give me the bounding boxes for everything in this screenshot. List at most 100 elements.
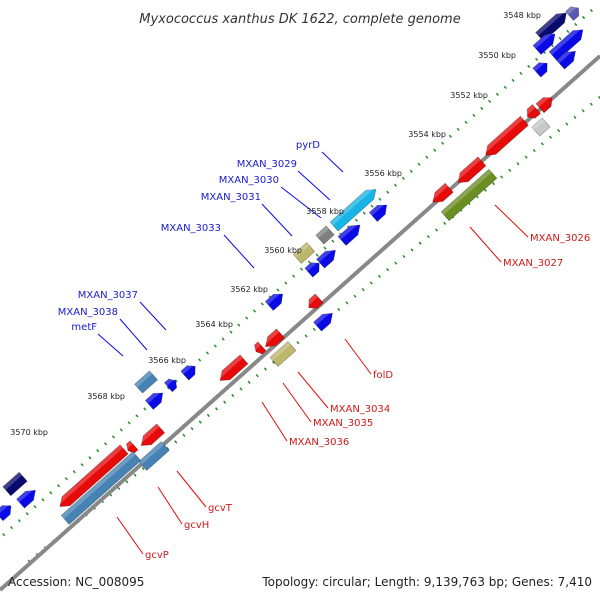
gene-feature[interactable] xyxy=(535,97,553,114)
leader-line xyxy=(223,234,255,269)
gene-feature[interactable] xyxy=(313,312,333,332)
gene-feature[interactable] xyxy=(548,29,584,62)
gene-feature-highlight xyxy=(526,104,536,116)
gene-feature-highlight xyxy=(270,341,291,361)
gene-feature-highlight xyxy=(316,249,335,263)
leader-line xyxy=(261,203,293,237)
gene-feature-highlight xyxy=(431,183,448,201)
gene-feature[interactable] xyxy=(485,115,529,156)
gene-feature[interactable] xyxy=(163,378,178,393)
gene-feature-highlight xyxy=(218,354,243,380)
gene-feature-highlight xyxy=(126,440,133,450)
gene-feature[interactable] xyxy=(59,444,129,507)
gene-feature[interactable] xyxy=(254,341,267,355)
gene-label[interactable]: gcvT xyxy=(208,503,233,514)
leader-line xyxy=(280,186,322,219)
gene-feature[interactable] xyxy=(219,354,249,381)
gene-feature[interactable] xyxy=(134,370,158,394)
gene-feature[interactable] xyxy=(432,182,454,203)
leader-line xyxy=(282,382,312,423)
gene-label[interactable]: MXAN_3033 xyxy=(161,223,221,234)
gene-label[interactable]: metF xyxy=(71,322,97,333)
leader-line xyxy=(494,204,529,238)
leader-line xyxy=(344,338,372,375)
leader-line xyxy=(139,301,167,331)
gene-labels: pyrD MXAN_3029 MXAN_3030 MXAN_3031 MXAN_3033… xyxy=(58,140,591,561)
gene-feature[interactable] xyxy=(126,440,139,454)
leader-line xyxy=(97,333,124,357)
kbp-tick-labels: 3548 kbp 3550 kbp 3552 kbp 3554 kbp 3556 kbp… xyxy=(10,11,541,437)
leader-line xyxy=(116,516,144,555)
topology-text: Topology: circular; Length: 9,139,763 bp… xyxy=(261,575,592,589)
kbp-tick-label: 3556 kbp xyxy=(364,169,402,178)
gene-feature[interactable] xyxy=(2,471,28,497)
gene-feature-highlight xyxy=(2,472,23,490)
kbp-tick-label: 3554 kbp xyxy=(408,130,446,139)
gene-feature[interactable] xyxy=(531,117,551,137)
kbp-tick-label: 3558 kbp xyxy=(306,207,344,216)
gene-feature[interactable] xyxy=(315,225,335,245)
gene-label[interactable]: MXAN_3030 xyxy=(219,175,279,186)
kbp-tick-label: 3550 kbp xyxy=(478,51,516,60)
gene-label[interactable]: pyrD xyxy=(296,140,320,151)
gene-feature[interactable] xyxy=(304,262,320,278)
gene-feature-highlight xyxy=(531,117,545,131)
gene-label[interactable]: MXAN_3037 xyxy=(78,290,138,301)
gene-feature[interactable] xyxy=(532,62,548,78)
gene-feature[interactable] xyxy=(140,423,166,446)
gene-label[interactable]: gcvH xyxy=(184,520,209,531)
gene-feature[interactable] xyxy=(308,293,324,309)
gene-feature-highlight xyxy=(315,225,329,239)
kbp-ruler-lines xyxy=(0,8,600,569)
gene-feature[interactable] xyxy=(457,156,487,183)
leader-line xyxy=(297,170,331,201)
gene-label[interactable]: MXAN_3036 xyxy=(289,437,349,448)
gene-label[interactable]: MXAN_3026 xyxy=(530,233,590,244)
gene-feature[interactable] xyxy=(180,365,196,381)
gene-feature[interactable] xyxy=(292,242,316,264)
gene-feature[interactable] xyxy=(526,104,541,119)
gene-label[interactable]: MXAN_3038 xyxy=(58,307,118,318)
gene-feature-highlight xyxy=(16,489,35,503)
gene-feature[interactable] xyxy=(0,505,12,522)
gene-feature-highlight xyxy=(369,203,386,216)
gene-feature[interactable] xyxy=(329,189,377,232)
gene-feature-highlight xyxy=(254,341,261,351)
gene-feature-highlight xyxy=(441,169,492,215)
kbp-tick-label: 3570 kbp xyxy=(10,428,48,437)
gene-feature[interactable] xyxy=(565,6,580,21)
gene-label[interactable]: MXAN_3029 xyxy=(237,159,297,170)
gene-feature[interactable] xyxy=(269,341,297,367)
gene-feature[interactable] xyxy=(368,204,388,222)
gene-label[interactable]: gcvP xyxy=(145,550,169,561)
gene-feature-highlight xyxy=(484,116,524,154)
leader-line xyxy=(119,318,148,351)
kbp-tick-label: 3564 kbp xyxy=(195,320,233,329)
gene-feature[interactable] xyxy=(60,451,142,525)
gene-feature[interactable] xyxy=(264,293,284,311)
gene-label[interactable]: MXAN_3035 xyxy=(313,418,373,429)
gene-feature[interactable] xyxy=(265,328,285,348)
gene-feature[interactable] xyxy=(316,249,336,269)
gene-feature[interactable] xyxy=(440,168,498,222)
gene-feature[interactable] xyxy=(556,50,576,70)
gene-feature[interactable] xyxy=(144,392,164,410)
gene-feature-highlight xyxy=(533,32,554,49)
gene-label[interactable]: MXAN_3031 xyxy=(201,192,261,203)
leader-line xyxy=(157,486,183,525)
map-title: Myxococcus xanthus DK 1622, complete gen… xyxy=(139,12,460,27)
gene-features xyxy=(0,6,584,525)
gene-feature-highlight xyxy=(140,423,160,445)
gene-feature-highlight xyxy=(58,444,123,506)
gene-label[interactable]: folD xyxy=(373,370,393,381)
gene-feature-highlight xyxy=(164,378,175,386)
gene-feature-highlight xyxy=(535,11,566,36)
gene-label[interactable]: MXAN_3034 xyxy=(330,404,390,415)
gene-feature[interactable] xyxy=(532,33,556,55)
gene-label[interactable]: MXAN_3027 xyxy=(503,258,563,269)
gene-feature[interactable] xyxy=(337,224,361,246)
gene-feature-highlight xyxy=(330,188,375,226)
gene-feature[interactable] xyxy=(138,441,170,471)
gene-feature[interactable] xyxy=(16,489,36,509)
